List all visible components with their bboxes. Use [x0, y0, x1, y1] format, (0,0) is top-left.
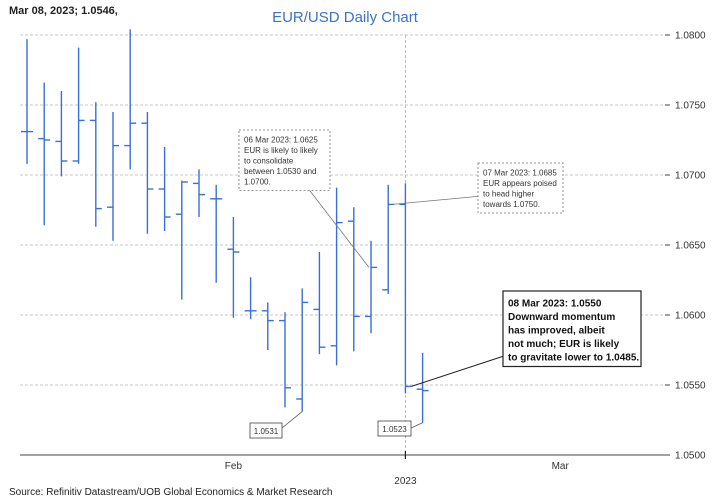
ohlc-bar-14	[261, 302, 274, 350]
y-axis: 1.0500 1.0550 1.0600 1.0650 1.0700 1.0750 1.08…	[665, 31, 706, 462]
annotation-0-line-1: EUR is likely to likely	[244, 146, 318, 155]
ohlc-bar-5	[107, 112, 119, 241]
ohlc-bar-18	[330, 187, 343, 366]
annotation-2-line-0: 08 Mar 2023: 1.0550	[508, 299, 602, 310]
annotation-connector-1	[392, 195, 483, 205]
ohlc-bar-6	[124, 29, 137, 170]
annotation-0-line-3: between 1.0530 and	[244, 167, 317, 176]
ohlc-bar-1	[38, 82, 51, 226]
ohlc-bars	[21, 29, 429, 423]
annotation-1-frame	[477, 162, 564, 214]
x-year-label: 2023	[394, 476, 417, 487]
price-label-0-leader	[281, 411, 303, 429]
ohlc-bar-21	[382, 184, 395, 294]
y-tick-label-4: 1.0700	[675, 171, 706, 182]
ohlc-bar-4	[89, 102, 102, 227]
annotation-2-line-2: has improved, albeit	[508, 326, 605, 337]
price-label-0-text: 1.0531	[254, 427, 279, 436]
ohlc-bar-15	[279, 312, 291, 408]
price-label-0-frame	[249, 422, 283, 439]
ohlc-bar-8	[158, 147, 171, 231]
annotation-1-line-0: 07 Mar 2023: 1.0685	[483, 169, 557, 178]
chart-header: Mar 08, 2023; 1.0546,	[9, 5, 118, 17]
annotation-1-line-3: towards 1.0750.	[483, 200, 540, 209]
annotation-2-line-3: not much; EUR is likely	[508, 339, 620, 350]
annotation-2-line-1: Downward momentum	[508, 312, 615, 323]
y-tick-label-0: 1.0500	[675, 451, 706, 462]
annotation-0-line-4: 1.0700.	[244, 178, 271, 187]
ohlc-bar-11	[210, 184, 223, 283]
source-note: Source: Refinitiv Datastream/UOB Global …	[9, 487, 332, 498]
ohlc-bar-19	[347, 207, 360, 352]
chart-title: EUR/USD Daily Chart	[272, 9, 419, 26]
y-tick-label-5: 1.0750	[675, 101, 706, 112]
annotation-0-line-0: 06 Mar 2023: 1.0625	[244, 136, 318, 145]
ohlc-bar-12	[227, 217, 240, 318]
y-tick-label-3: 1.0650	[675, 241, 706, 252]
ohlc-bar-13	[244, 277, 257, 320]
ohlc-bar-17	[313, 252, 326, 355]
y-tick-label-6: 1.0800	[675, 31, 706, 42]
annotation-2-line-4: to gravitate lower to 1.0485.	[508, 353, 639, 364]
price-label-1-frame	[377, 420, 412, 437]
price-label-1: 1.0523	[377, 420, 423, 437]
x-label-mar: Mar	[552, 461, 570, 472]
ohlc-bar-10	[193, 169, 205, 217]
ohlc-bar-22	[399, 183, 412, 394]
x-label-feb: Feb	[225, 461, 243, 472]
annotation-1-line-1: EUR appears poised	[483, 179, 557, 188]
ohlc-bar-0	[21, 39, 33, 164]
ohlc-bar-20	[365, 240, 377, 334]
x-axis: Feb Mar 2023	[20, 451, 665, 487]
annotation-2: 08 Mar 2023: 1.0550 Downward momentum has …	[502, 290, 642, 368]
annotation-1-line-2: to head higher	[483, 190, 534, 199]
annotation-0-frame	[238, 129, 331, 191]
grid-lines	[20, 34, 665, 456]
ohlc-bar-3	[72, 47, 85, 164]
price-label-0: 1.0531	[249, 411, 303, 439]
ohlc-bar-7	[141, 112, 154, 234]
y-tick-label-1: 1.0550	[675, 381, 706, 392]
ohlc-bar-2	[55, 91, 68, 177]
annotation-0-line-2: to consolidate	[244, 157, 294, 166]
ohlc-bar-16	[296, 288, 309, 412]
annotation-2-frame	[502, 290, 642, 368]
ohlc-bar-23	[416, 352, 429, 423]
ohlc-bar-9	[175, 180, 188, 300]
annotation-connector-0	[299, 177, 370, 268]
price-label-1-text: 1.0523	[382, 425, 407, 434]
price-label-1-leader	[410, 422, 423, 429]
y-tick-label-2: 1.0600	[675, 311, 706, 322]
annotation-connector-2	[411, 354, 508, 387]
